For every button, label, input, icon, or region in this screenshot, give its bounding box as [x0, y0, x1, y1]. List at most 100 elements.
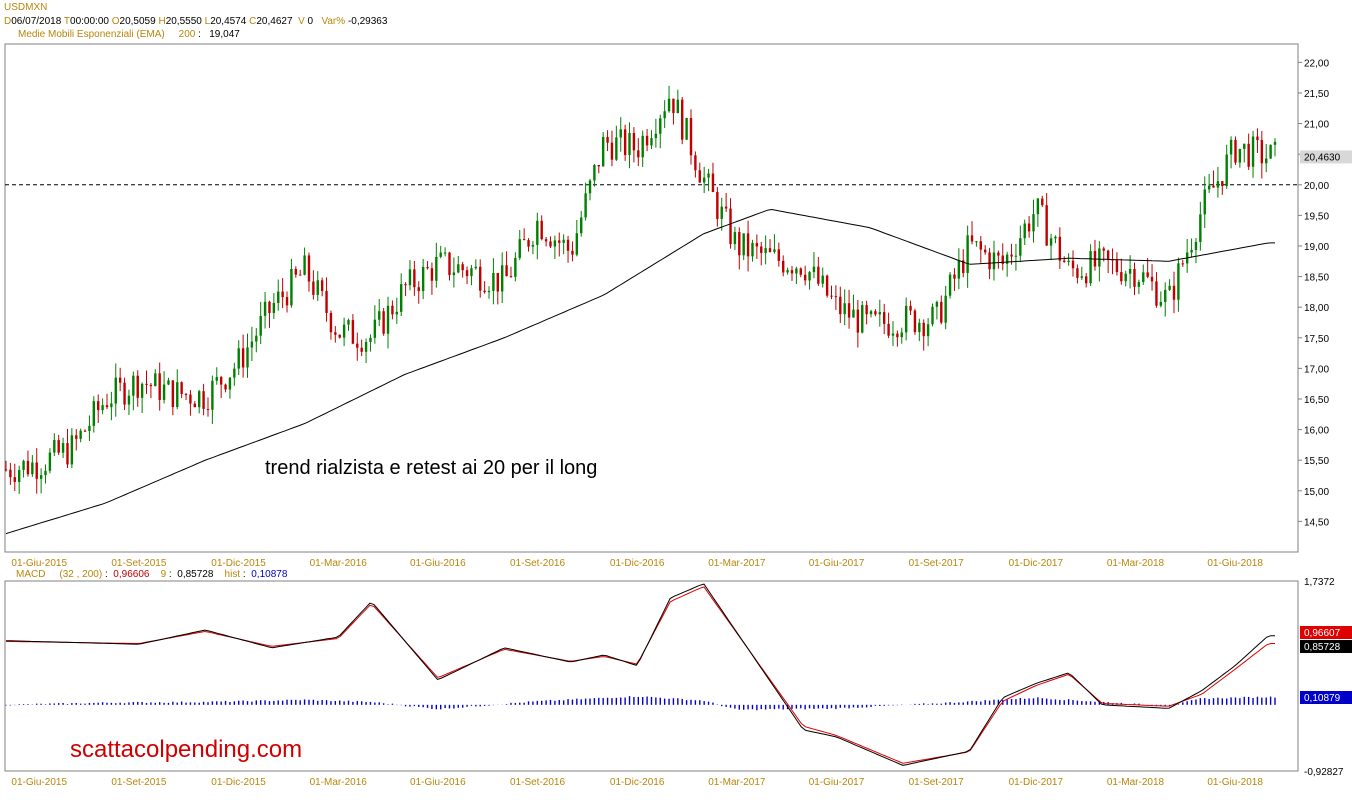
date-label: D	[4, 16, 12, 27]
candle-body	[966, 235, 969, 274]
symbol-label: USDMXN	[4, 2, 48, 13]
macd-hist-last-box	[1300, 691, 1352, 704]
x-tick-label: 01-Set-2017	[909, 777, 964, 788]
candle-body	[1269, 144, 1272, 159]
candle-body	[738, 232, 741, 256]
candle-body	[1032, 214, 1035, 232]
price-y-tick-label: 14,50	[1304, 517, 1329, 528]
candle-body	[645, 135, 649, 146]
candle-body	[896, 333, 899, 338]
macd-value: 0,96606	[113, 569, 150, 580]
candle-body	[803, 274, 807, 281]
candle-body	[1216, 181, 1220, 188]
candle-body	[70, 435, 74, 465]
candle-body	[746, 233, 750, 257]
candle-body	[26, 460, 30, 475]
x-tick-label: 01-Dic-2017	[1009, 777, 1064, 788]
candle-body	[834, 296, 838, 298]
candle-body	[360, 347, 363, 352]
candle-body	[255, 335, 258, 342]
candle-body	[105, 405, 109, 408]
macd-macd-last-label: 0,96607	[1304, 628, 1341, 639]
price-layer	[4, 85, 1298, 535]
low-label: L	[204, 16, 211, 27]
macd-params: (32 , 200)	[59, 569, 103, 580]
macd-line	[5, 583, 1275, 766]
candle-body	[1142, 272, 1145, 283]
candle-body	[171, 380, 175, 408]
candle-body	[83, 430, 87, 432]
close-label: C	[249, 16, 257, 27]
candle-body	[241, 348, 245, 368]
candle-body	[307, 255, 311, 282]
candle-body	[211, 380, 214, 410]
candle-body	[35, 462, 38, 479]
candle-body	[1234, 139, 1237, 163]
candle-body	[601, 136, 605, 167]
candle-body	[922, 322, 925, 337]
candle-body	[931, 306, 934, 325]
candle-body	[505, 265, 508, 277]
candle-body	[522, 239, 526, 241]
candle-body	[711, 173, 715, 192]
candle-body	[1137, 282, 1141, 287]
candle-body	[926, 324, 930, 337]
candle-body	[1229, 139, 1233, 155]
macd-panel-frame	[4, 580, 1299, 772]
candle-body	[689, 117, 693, 156]
candle-body	[918, 322, 921, 333]
macd-signal-last-box	[1300, 640, 1352, 653]
candle-body	[1168, 285, 1171, 290]
candle-body	[215, 377, 218, 381]
candle-body	[4, 469, 8, 471]
price-y-tick-label: 21,50	[1304, 89, 1329, 100]
candle-body	[817, 266, 820, 284]
candle-body	[465, 270, 469, 277]
candle-body	[448, 252, 451, 276]
candle-body	[707, 173, 710, 178]
candle-body	[782, 260, 785, 273]
candle-body	[127, 395, 131, 405]
candle-body	[979, 241, 983, 250]
candle-body	[167, 380, 170, 385]
macd-macd-last-box	[1300, 626, 1352, 639]
candle-body	[597, 164, 600, 167]
x-tick-label: 01-Giu-2017	[809, 777, 865, 788]
close-value: 20,4627	[256, 16, 293, 27]
candle-body	[1150, 276, 1154, 282]
x-tick-label: 01-Dic-2017	[1009, 558, 1064, 569]
candle-body	[716, 191, 719, 219]
candle-body	[641, 135, 644, 158]
candle-body	[1067, 260, 1070, 263]
candle-body	[202, 391, 205, 409]
price-y-tick-label: 21,00	[1304, 120, 1329, 131]
candle-body	[861, 305, 864, 333]
candle-body	[667, 98, 671, 112]
candle-body	[944, 295, 947, 323]
candle-body	[325, 290, 328, 313]
candle-body	[198, 391, 201, 408]
candle-body	[461, 264, 464, 271]
macd-signal-last-label: 0,85728	[1304, 642, 1341, 653]
candle-body	[865, 305, 868, 315]
candle-body	[136, 375, 139, 398]
candle-body	[1089, 250, 1092, 284]
x-tick-label: 01-Mar-2016	[310, 777, 368, 788]
candle-body	[39, 475, 43, 479]
candle-body	[531, 244, 535, 247]
candle-body	[812, 266, 816, 273]
candle-body	[1084, 276, 1088, 284]
candle-body	[821, 275, 824, 284]
candle-body	[1063, 260, 1066, 263]
candle-body	[443, 252, 447, 254]
price-y-tick-label: 16,50	[1304, 395, 1329, 406]
candle-body	[364, 342, 368, 352]
candle-body	[193, 403, 197, 408]
candle-body	[830, 295, 833, 297]
candle-body	[935, 301, 939, 307]
candle-body	[584, 193, 587, 218]
candle-body	[57, 439, 60, 453]
candle-body	[48, 452, 52, 471]
candle-body	[1256, 136, 1259, 141]
